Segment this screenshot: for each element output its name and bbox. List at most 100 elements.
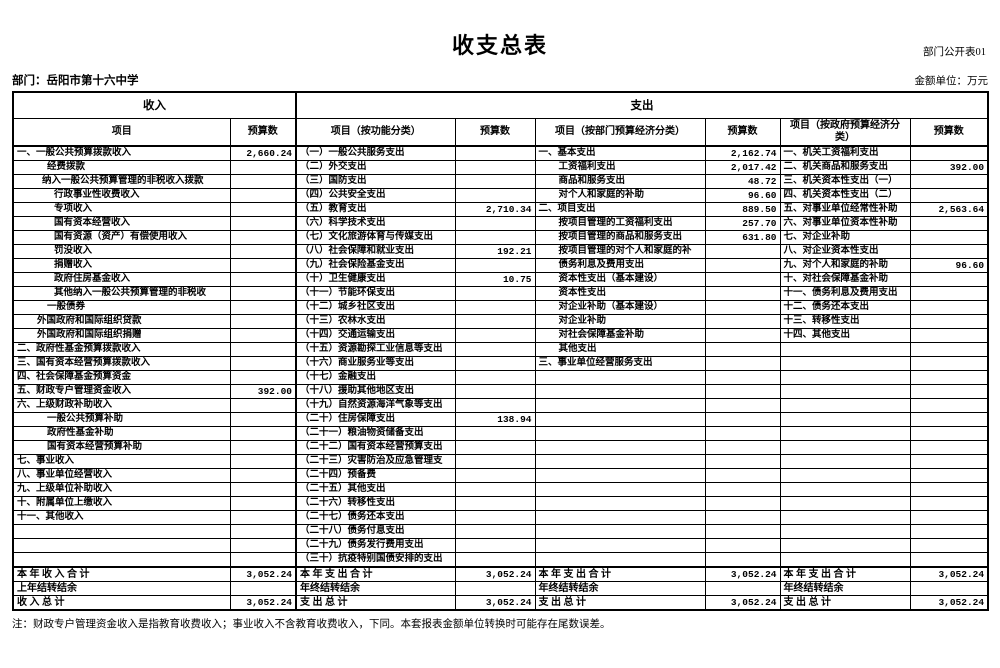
department-econ-total-label-cell: 本 年 支 出 合 计: [534, 566, 706, 582]
income-value-cell: [229, 216, 297, 231]
government-econ-item-cell: [779, 524, 911, 539]
function-item-cell: （七）文化旅游体育与传媒支出: [295, 230, 456, 245]
government-econ-value-cell: [909, 300, 989, 315]
function-value-cell: [454, 300, 536, 315]
department-econ-item-cell: 一、基本支出: [534, 145, 706, 161]
department-econ-item-cell: [534, 482, 706, 497]
department-econ-item-cell: 按项目管理的对个人和家庭的补: [534, 244, 706, 259]
department-econ-total-label-cell: 支 出 总 计: [534, 595, 706, 611]
function-total-value-cell: 3,052.24: [454, 595, 536, 611]
department-econ-total-value-cell: 3,052.24: [704, 566, 781, 582]
government-econ-item-cell: 四、机关资本性支出（二）: [779, 188, 911, 203]
table-row: 其他纳入一般公共预算管理的非税收 （十一）节能环保支出 资本性支出 十一、债务利息及费…: [12, 286, 989, 301]
department-econ-item-cell: 对企业补助（基本建设）: [534, 300, 706, 315]
government-econ-item-cell: 五、对事业单位经常性补助: [779, 202, 911, 217]
government-econ-item-cell: [779, 454, 911, 469]
function-value-cell: [454, 356, 536, 371]
function-item-cell: （二十一）粮油物资储备支出: [295, 426, 456, 441]
function-value-cell: [454, 538, 536, 553]
government-econ-item-cell: 三、机关资本性支出（一）: [779, 174, 911, 189]
department-econ-item-cell: [534, 538, 706, 553]
table-row: 专项收入 （五）教育支出 2,710.34 二、项目支出 889.50 五、对事业单位经常…: [12, 202, 989, 217]
department-econ-value-cell: [704, 426, 781, 441]
table-row: 政府住房基金收入 （十）卫生健康支出 10.75 资本性支出（基本建设） 十、对社会保障…: [12, 272, 989, 287]
income-value-cell: [229, 328, 297, 343]
col-header-income-item: 项目: [12, 117, 231, 147]
department-econ-value-cell: 889.50: [704, 202, 781, 217]
function-total-label-cell: 本 年 支 出 合 计: [295, 566, 456, 582]
page-title: 收支总表: [451, 33, 548, 58]
income-value-cell: [229, 398, 297, 413]
government-econ-total-label-cell: 支 出 总 计: [779, 595, 911, 611]
department-econ-value-cell: [704, 482, 781, 497]
unit-label: 金额单位：万元: [914, 76, 989, 87]
income-value-cell: 392.00: [229, 384, 297, 399]
function-total-label-cell: 年终结转结余: [295, 581, 456, 596]
government-econ-value-cell: [909, 426, 989, 441]
department-econ-value-cell: [704, 370, 781, 385]
department-econ-value-cell: [704, 356, 781, 371]
table-row: 捐赠收入 （九）社会保险基金支出 债务利息及费用支出 九、对个人和家庭的补助 96.60: [12, 258, 989, 273]
department-econ-value-cell: [704, 272, 781, 287]
function-value-cell: [454, 216, 536, 231]
government-econ-value-cell: [909, 342, 989, 357]
income-item-cell: [12, 524, 231, 539]
income-value-cell: [229, 370, 297, 385]
function-item-cell: （三十）抗疫特别国债安排的支出: [295, 552, 456, 568]
income-item-cell: 二、政府性基金预算拨款收入: [12, 342, 231, 357]
income-value-cell: [229, 412, 297, 427]
income-total-value-cell: [229, 581, 297, 596]
income-item-cell: 八、事业单位经营收入: [12, 468, 231, 483]
government-econ-total-value-cell: 3,052.24: [909, 566, 989, 582]
department-econ-value-cell: [704, 342, 781, 357]
department-econ-value-cell: [704, 244, 781, 259]
income-item-cell: 行政事业性收费收入: [12, 188, 231, 203]
government-econ-item-cell: [779, 440, 911, 455]
function-value-cell: [454, 145, 536, 161]
government-econ-value-cell: [909, 496, 989, 511]
government-econ-item-cell: [779, 356, 911, 371]
function-value-cell: [454, 552, 536, 568]
table-row: 二、政府性基金预算拨款收入 （十五）资源勘探工业信息等支出 其他支出: [12, 342, 989, 357]
department-econ-item-cell: 二、项目支出: [534, 202, 706, 217]
function-item-cell: （十五）资源勘探工业信息等支出: [295, 342, 456, 357]
col-header-income-budget: 预算数: [229, 117, 297, 147]
col-header-government-econ-budget: 预算数: [909, 117, 989, 147]
government-econ-value-cell: [909, 216, 989, 231]
function-item-cell: （十三）农林水支出: [295, 314, 456, 329]
department-econ-item-cell: 资本性支出: [534, 286, 706, 301]
table-row: 外国政府和国际组织贷款 （十三）农林水支出 对企业补助 十三、转移性支出: [12, 314, 989, 329]
function-item-cell: （二十八）债务付息支出: [295, 524, 456, 539]
department-econ-item-cell: 资本性支出（基本建设）: [534, 272, 706, 287]
government-econ-value-cell: [909, 398, 989, 413]
col-header-function-budget: 预算数: [454, 117, 536, 147]
department-econ-item-cell: 三、事业单位经营服务支出: [534, 356, 706, 371]
income-value-cell: [229, 188, 297, 203]
government-econ-item-cell: [779, 510, 911, 525]
income-value-cell: [229, 454, 297, 469]
government-econ-value-cell: [909, 538, 989, 553]
department-econ-value-cell: [704, 300, 781, 315]
table-row: 行政事业性收费收入 （四）公共安全支出 对个人和家庭的补助 96.60 四、机关资本性支…: [12, 188, 989, 203]
department-econ-value-cell: 2,162.74: [704, 145, 781, 161]
income-item-cell: 六、上级财政补助收入: [12, 398, 231, 413]
government-econ-item-cell: 九、对个人和家庭的补助: [779, 258, 911, 273]
department-econ-value-cell: [704, 398, 781, 413]
function-item-cell: （二十六）转移性支出: [295, 496, 456, 511]
income-value-cell: [229, 482, 297, 497]
department-econ-item-cell: [534, 552, 706, 568]
function-value-cell: [454, 328, 536, 343]
function-value-cell: [454, 468, 536, 483]
government-econ-value-cell: [909, 440, 989, 455]
function-value-cell: [454, 482, 536, 497]
function-value-cell: 192.21: [454, 244, 536, 259]
income-item-cell: 九、上级单位补助收入: [12, 482, 231, 497]
income-total-label-cell: 收 入 总 计: [12, 595, 231, 611]
income-item-cell: 一般公共预算补助: [12, 412, 231, 427]
government-econ-total-label-cell: 本 年 支 出 合 计: [779, 566, 911, 582]
government-econ-value-cell: [909, 384, 989, 399]
table-row: 九、上级单位补助收入 （二十五）其他支出: [12, 482, 989, 497]
table-row: 国有资本经营收入 （六）科学技术支出 按项目管理的工资福利支出 257.70 六、对事业…: [12, 216, 989, 231]
function-value-cell: [454, 314, 536, 329]
function-value-cell: [454, 342, 536, 357]
